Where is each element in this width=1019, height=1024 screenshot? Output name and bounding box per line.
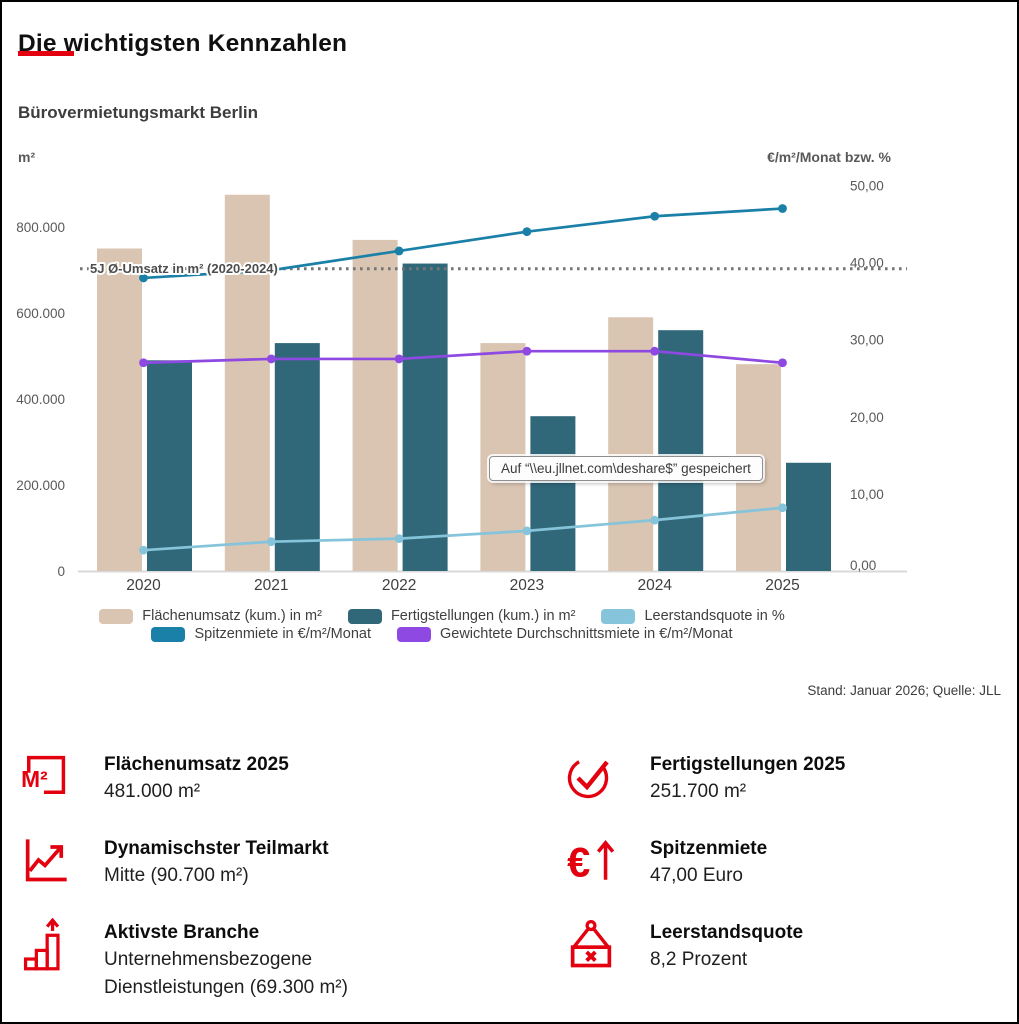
kpi-title: Flächenumsatz 2025 bbox=[104, 754, 289, 775]
legend-swatch bbox=[99, 608, 134, 624]
svg-text:200.000: 200.000 bbox=[16, 478, 65, 493]
kpi-value: 8,2 Prozent bbox=[650, 949, 748, 970]
kpi-spitzenmiete: € Spitzenmiete 47,00 Euro bbox=[566, 834, 1007, 894]
legend-label: Leerstandsquote in % bbox=[644, 608, 785, 624]
svg-text:€: € bbox=[567, 839, 590, 886]
kpi-dynamischster-teilmarkt: Dynamischster Teilmarkt Mitte (90.700 m²… bbox=[20, 834, 566, 894]
legend-swatch bbox=[396, 626, 431, 642]
legend-row: Spitzenmiete in €/m²/Monat Gewichtete Dur… bbox=[2, 626, 882, 642]
svg-text:600.000: 600.000 bbox=[16, 306, 65, 321]
svg-text:5J Ø-Umsatz in m² (2020-2024): 5J Ø-Umsatz in m² (2020-2024) bbox=[90, 261, 278, 276]
chart-title: Bürovermietungsmarkt Berlin bbox=[18, 103, 258, 122]
m2-icon: M² bbox=[20, 750, 70, 804]
svg-text:2023: 2023 bbox=[510, 577, 544, 594]
kpi-value: Mitte (90.700 m²) bbox=[104, 865, 249, 886]
check-circle-icon bbox=[566, 750, 616, 804]
svg-text:2022: 2022 bbox=[382, 577, 416, 594]
kpi-value: 47,00 Euro bbox=[650, 865, 743, 886]
kpi-section: M² Flächenumsatz 2025 481.000 m² Fertigs… bbox=[20, 750, 1007, 1002]
kpi-title: Aktivste Branche bbox=[104, 922, 260, 943]
kpi-title: Fertigstellungen 2025 bbox=[650, 754, 846, 775]
legend-item: Gewichtete Durchschnittsmiete in €/m²/Mo… bbox=[396, 626, 733, 642]
svg-text:0,00: 0,00 bbox=[850, 558, 876, 573]
left-axis-unit-label: m² bbox=[18, 149, 36, 165]
legend-label: Fertigstellungen (kum.) in m² bbox=[390, 608, 576, 624]
legend-swatch bbox=[347, 608, 382, 624]
kpi-aktivste-branche: Aktivste Branche Unternehmensbezogene Di… bbox=[20, 918, 566, 1002]
kpi-flaechenumsatz: M² Flächenumsatz 2025 481.000 m² bbox=[20, 750, 566, 810]
svg-text:400.000: 400.000 bbox=[16, 392, 65, 407]
vacancy-sign-icon bbox=[566, 918, 616, 972]
legend-item: Leerstandsquote in % bbox=[601, 608, 785, 624]
source-note: Stand: Januar 2026; Quelle: JLL bbox=[807, 683, 1001, 698]
kpi-title: Dynamischster Teilmarkt bbox=[104, 838, 329, 859]
svg-text:30,00: 30,00 bbox=[850, 333, 884, 348]
right-axis-unit-label: €/m²/Monat bzw. % bbox=[767, 149, 891, 165]
legend-item: Fertigstellungen (kum.) in m² bbox=[347, 608, 576, 624]
svg-text:2025: 2025 bbox=[765, 577, 799, 594]
kpi-value: Unternehmensbezogene Dienstleistungen (6… bbox=[104, 949, 348, 998]
bar-steps-arrow-icon bbox=[20, 918, 70, 972]
svg-text:50,00: 50,00 bbox=[850, 178, 884, 193]
kpi-title: Spitzenmiete bbox=[650, 838, 768, 859]
legend-label: Spitzenmiete in €/m²/Monat bbox=[194, 626, 371, 642]
svg-text:10,00: 10,00 bbox=[850, 487, 884, 502]
title-accent-bar bbox=[18, 51, 74, 56]
svg-text:2024: 2024 bbox=[637, 577, 672, 594]
kpi-value: 481.000 m² bbox=[104, 781, 201, 802]
svg-text:800.000: 800.000 bbox=[16, 220, 65, 235]
trend-arrow-icon bbox=[20, 834, 70, 888]
svg-text:20,00: 20,00 bbox=[850, 410, 884, 425]
kpi-value: 251.700 m² bbox=[650, 781, 747, 802]
legend-swatch bbox=[601, 608, 636, 624]
svg-text:M²: M² bbox=[21, 766, 48, 792]
legend-item: Spitzenmiete in €/m²/Monat bbox=[151, 626, 371, 642]
legend-row: Flächenumsatz (kum.) in m² Fertigstellung… bbox=[2, 608, 882, 624]
chart-legend: Flächenumsatz (kum.) in m² Fertigstellung… bbox=[2, 608, 882, 642]
svg-text:0: 0 bbox=[57, 564, 65, 579]
kpi-title: Leerstandsquote bbox=[650, 922, 804, 943]
kpi-leerstandsquote: Leerstandsquote 8,2 Prozent bbox=[566, 918, 1007, 978]
legend-label: Gewichtete Durchschnittsmiete in €/m²/Mo… bbox=[439, 626, 733, 642]
combo-chart: 0 200.000 400.000 600.000 800.000 0,00 10,00 20… bbox=[16, 178, 907, 594]
legend-label: Flächenumsatz (kum.) in m² bbox=[142, 608, 322, 624]
euro-up-icon: € bbox=[566, 834, 616, 888]
legend-item: Flächenumsatz (kum.) in m² bbox=[99, 608, 322, 624]
svg-text:2021: 2021 bbox=[254, 577, 288, 594]
svg-text:2020: 2020 bbox=[126, 577, 161, 594]
svg-text:40,00: 40,00 bbox=[850, 256, 884, 271]
save-notification-tooltip: Auf “\\eu.jllnet.com\deshare$” gespeiche… bbox=[489, 456, 763, 481]
kpi-fertigstellungen: Fertigstellungen 2025 251.700 m² bbox=[566, 750, 1007, 810]
legend-swatch bbox=[151, 626, 186, 642]
